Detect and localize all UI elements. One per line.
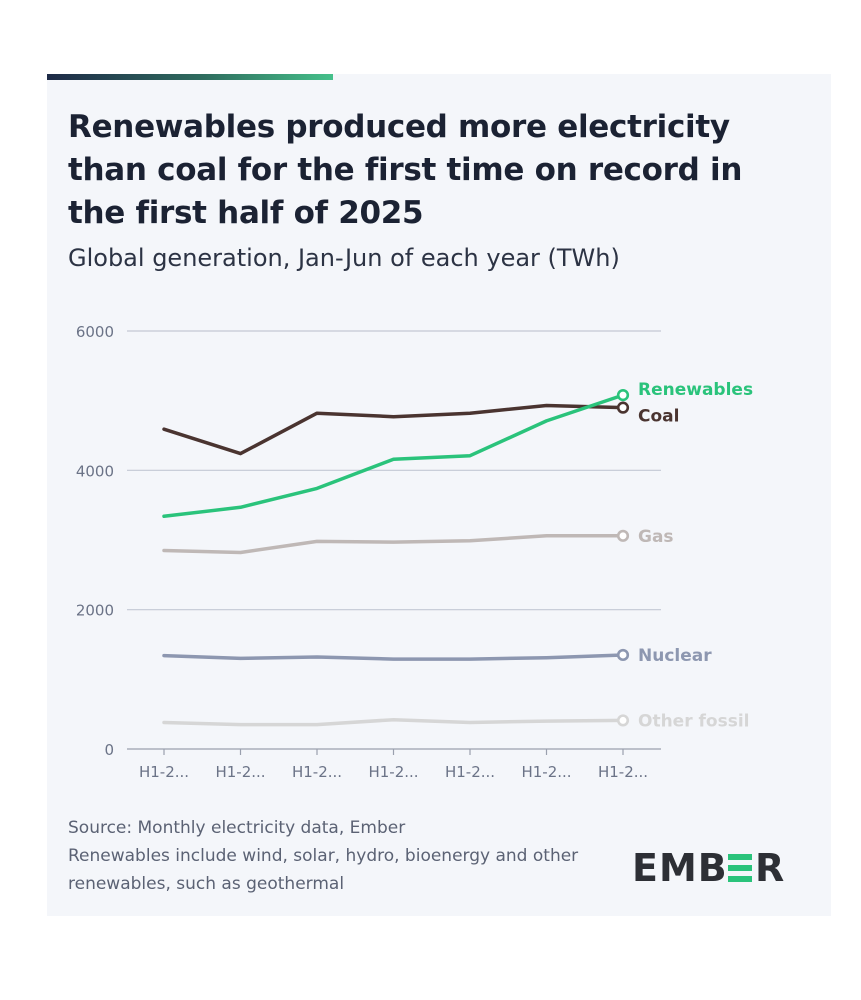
ember-logo: EMB R bbox=[632, 848, 784, 888]
x-tick-label: H1-2... bbox=[521, 763, 571, 781]
line-chart: 0 2000 4000 6000 H1-2... H1-2... H1-2... H1-2..… bbox=[76, 323, 753, 781]
y-tick-label: 0 bbox=[104, 741, 114, 759]
x-tick-label: H1-2... bbox=[445, 763, 495, 781]
y-tick-label: 2000 bbox=[76, 602, 114, 620]
series-line bbox=[162, 653, 625, 661]
x-tick-label: H1-2... bbox=[598, 763, 648, 781]
end-marker bbox=[616, 648, 630, 662]
chart-subtitle: Global generation, Jan-Jun of each year … bbox=[68, 244, 620, 272]
source-note: Source: Monthly electricity data, Ember bbox=[68, 818, 406, 838]
renewables-note: Renewables include wind, solar, hydro, b… bbox=[68, 846, 579, 894]
series-label: Other fossil bbox=[638, 711, 749, 731]
end-marker bbox=[616, 388, 630, 402]
series-line bbox=[162, 403, 625, 456]
chart-title: Renewables produced more electricity tha… bbox=[68, 109, 743, 231]
accent-bar bbox=[47, 74, 333, 80]
series-label: Gas bbox=[638, 527, 674, 547]
end-marker bbox=[616, 529, 630, 542]
chart-card: Renewables produced more electricity tha… bbox=[47, 74, 831, 916]
series-line bbox=[162, 717, 625, 727]
end-marker bbox=[616, 714, 630, 727]
ember-logo-text: EMB bbox=[632, 848, 728, 888]
series-label: Coal bbox=[638, 407, 679, 427]
x-tick-label: H1-2... bbox=[215, 763, 265, 781]
ember-logo-r: R bbox=[755, 848, 784, 888]
chart-footer: Source: Monthly electricity data, Ember … bbox=[68, 814, 608, 898]
x-tick-label: H1-2... bbox=[368, 763, 418, 781]
series-line bbox=[162, 534, 625, 555]
series-label: Nuclear bbox=[638, 646, 712, 666]
ember-logo-e bbox=[728, 854, 752, 882]
x-tick-label: H1-2... bbox=[292, 763, 342, 781]
series-line bbox=[162, 393, 625, 519]
x-tick-label: H1-2... bbox=[139, 763, 189, 781]
y-tick-label: 6000 bbox=[76, 323, 114, 341]
series-label: Renewables bbox=[638, 380, 753, 400]
y-tick-label: 4000 bbox=[76, 462, 114, 480]
end-marker bbox=[616, 401, 630, 414]
